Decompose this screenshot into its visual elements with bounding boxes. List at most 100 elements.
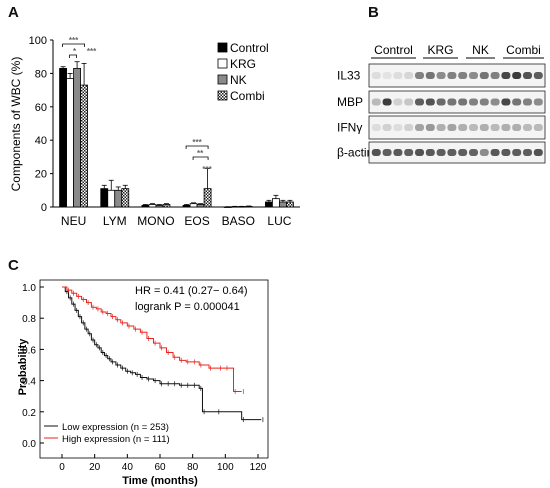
blot-band [415, 124, 424, 131]
blot-band [469, 72, 478, 79]
y-tick-label: 80 [35, 68, 47, 80]
blot-band [458, 72, 468, 79]
blot-band [533, 72, 543, 79]
y-tick-label: 100 [29, 35, 47, 47]
legend-label: High expression (n = 111) [62, 434, 170, 445]
legend-label: NK [230, 73, 247, 87]
blot-band [479, 149, 489, 156]
blot-band [371, 72, 381, 79]
blot-band [523, 98, 532, 106]
blot-band [425, 124, 435, 131]
x-tick-label: MONO [137, 214, 174, 228]
y-tick-label: 0.8 [22, 314, 36, 325]
blot-band [469, 98, 478, 106]
blot-band [501, 149, 511, 156]
legend-swatch-nk [217, 74, 228, 85]
legend-swatch-control [217, 42, 228, 53]
y-tick-label: 20 [35, 169, 47, 181]
blot-band [382, 149, 392, 156]
blot-band [523, 124, 532, 131]
km-curve-low [62, 286, 262, 421]
blot-band [415, 98, 424, 106]
blot-band [436, 124, 446, 131]
y-tick-label: 40 [35, 135, 47, 147]
significance-label: *** [87, 47, 97, 56]
blot-band [425, 149, 435, 156]
x-tick-label: LUC [267, 214, 291, 228]
blot-band [533, 149, 543, 156]
hr-annotation: HR = 0.41 (0.27− 0.64) [135, 285, 248, 297]
blot-band [371, 98, 381, 106]
blot-band [404, 72, 414, 79]
blot-row-label: β-actin [337, 146, 373, 160]
logrank-annotation: logrank P = 0.000041 [135, 301, 240, 313]
blot-band [512, 124, 522, 131]
panel-letter-a: A [8, 4, 19, 21]
x-tick-label: 20 [89, 462, 101, 473]
x-tick-label: 60 [154, 462, 166, 473]
significance-label: * [73, 47, 77, 56]
significance-bracket [185, 145, 209, 149]
blot-band [533, 124, 543, 131]
blot-band [393, 124, 403, 131]
legend-swatch-combi [217, 90, 228, 101]
km-curve-high [62, 286, 242, 393]
panel-letter-c: C [8, 257, 19, 274]
blot-band [458, 124, 468, 131]
y-tick-label: 60 [35, 102, 47, 114]
x-tick-label: BASO [222, 214, 255, 228]
blot-band [479, 98, 489, 106]
legend-label: KRG [230, 57, 256, 71]
blot-band [490, 149, 500, 156]
legend-label: Combi [230, 89, 265, 103]
blot-band [382, 124, 392, 131]
blot-band [490, 98, 500, 106]
blot-band [490, 124, 500, 131]
blot-band [393, 98, 403, 106]
significance-label: *** [192, 138, 202, 147]
y-tick-label: 1.0 [22, 283, 36, 294]
km-y-label: Probability [17, 338, 29, 396]
x-tick-label: 100 [217, 462, 234, 473]
x-tick-label: 120 [250, 462, 267, 473]
blot-band [447, 124, 457, 131]
blot-band [393, 72, 403, 79]
significance-label: ** [197, 149, 204, 158]
significance-label: *** [69, 36, 79, 45]
legend-label: Low expression (n = 253) [62, 422, 169, 433]
blot-band [436, 149, 446, 156]
blot-band [447, 98, 457, 106]
blot-band [501, 124, 511, 131]
blot-band [425, 98, 435, 106]
blot-band [501, 72, 511, 79]
blot-band [382, 98, 392, 106]
blot-band [512, 98, 522, 106]
x-tick-label: NEU [61, 214, 86, 228]
blot-band [523, 149, 532, 156]
blot-row-label: IFNγ [337, 121, 362, 135]
blot-band [436, 72, 446, 79]
blot-band [371, 124, 381, 131]
blot-band [501, 98, 511, 106]
blot-band [512, 149, 522, 156]
y-axis-label: Components of WBC (%) [9, 57, 23, 192]
y-tick-label: 0.6 [22, 345, 36, 356]
blot-band [458, 149, 468, 156]
blot-band [415, 72, 424, 79]
km-x-label: Time (months) [122, 475, 198, 487]
blot-band [458, 98, 468, 106]
blot-band [490, 72, 500, 79]
plot-frame [39, 279, 269, 459]
x-tick-label: 40 [122, 462, 134, 473]
blot-band [479, 124, 489, 131]
y-tick-label: 0.2 [22, 408, 36, 419]
x-tick-label: 80 [187, 462, 199, 473]
blot-band [469, 149, 478, 156]
blot-group-label: NK [472, 43, 489, 57]
blot-band [479, 72, 489, 79]
blot-row-label: MBP [337, 95, 363, 109]
blot-band [404, 149, 414, 156]
blot-row-label: IL33 [337, 69, 361, 83]
blot-band [415, 149, 424, 156]
